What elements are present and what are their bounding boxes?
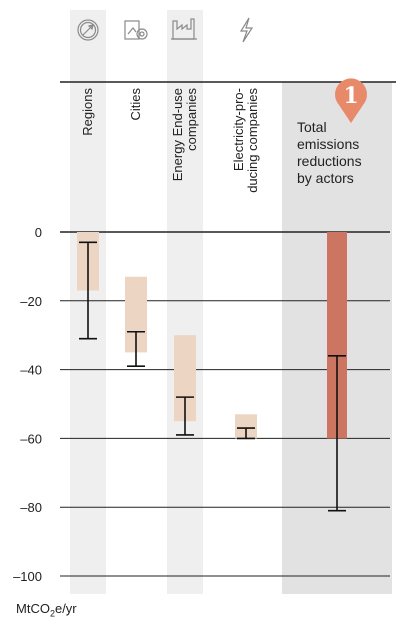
city-map-icon [124, 20, 148, 40]
whisker-total [328, 355, 346, 512]
y-tick-label: –80 [20, 500, 42, 515]
total-label: reductions [297, 153, 362, 169]
col-label-cities: Cities [128, 88, 143, 121]
badge-number: 1 [343, 83, 358, 109]
col-label-energy: Energy End-use [170, 88, 185, 181]
column-bg-energy [167, 10, 203, 594]
whisker-regions [79, 241, 97, 340]
col-label-energy: companies [184, 88, 199, 151]
total-label: Total [297, 119, 327, 135]
total-label: by actors [297, 170, 354, 186]
range-bar-energy [174, 335, 196, 422]
y-tick-label: –60 [20, 431, 42, 446]
factory-icon [171, 18, 197, 40]
y-tick-label: –100 [13, 569, 42, 584]
range-bar-electricity [235, 414, 257, 439]
total-label: emissions [297, 136, 359, 152]
col-label-electricity: ducing companies [245, 88, 260, 193]
col-label-electricity: Electricity-pro- [231, 88, 246, 171]
whisker-energy [176, 396, 194, 436]
compass-icon [77, 19, 99, 41]
col-label-regions: Regions [80, 88, 95, 136]
y-tick-label: 0 [35, 225, 42, 240]
range-bar-cities [125, 276, 147, 353]
y-tick-label: –40 [20, 363, 42, 378]
total-range-bar [327, 232, 347, 439]
lightning-icon [239, 17, 254, 43]
unit-label: MtCO2e/yr [16, 601, 77, 619]
whisker-electricity [237, 427, 255, 440]
badge-pin-icon [334, 78, 367, 123]
y-tick-label: –20 [20, 294, 42, 309]
whisker-cities [127, 330, 145, 367]
column-bg-electricity [228, 10, 264, 594]
